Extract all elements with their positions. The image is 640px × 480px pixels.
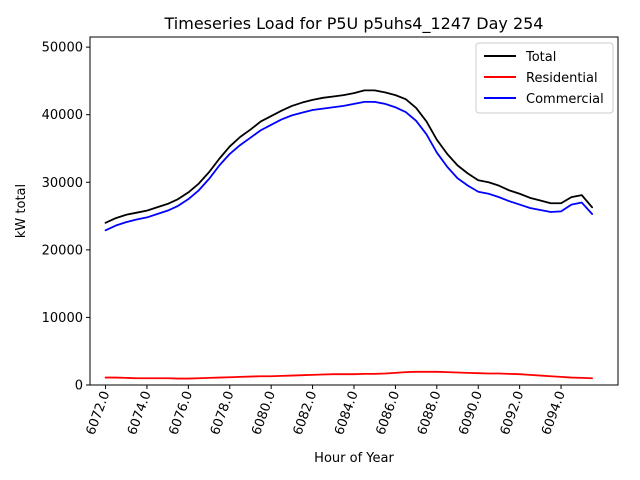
y-axis-label: kW total bbox=[14, 184, 29, 238]
legend-label-commercial: Commercial bbox=[526, 92, 604, 107]
legend-label-total: Total bbox=[525, 50, 556, 65]
x-axis-label: Hour of Year bbox=[314, 451, 394, 466]
series-line-residential bbox=[104, 370, 594, 380]
y-axis-ticks: 0 10000 20000 30000 40000 50000 bbox=[42, 41, 90, 394]
y-tick-label: 50000 bbox=[42, 41, 83, 56]
series-line-total bbox=[104, 89, 594, 224]
series-line-commercial bbox=[104, 100, 594, 232]
y-tick-label: 0 bbox=[75, 379, 83, 394]
y-tick-label: 10000 bbox=[42, 311, 83, 326]
legend-box bbox=[475, 42, 614, 114]
plot-frame bbox=[89, 36, 619, 386]
y-tick-label: 30000 bbox=[42, 176, 83, 191]
y-tick-label: 20000 bbox=[42, 243, 83, 258]
series-layer bbox=[104, 89, 594, 380]
chart-title: Timeseries Load for P5U p5uhs4_1247 Day … bbox=[164, 14, 544, 34]
legend: Total Residential Commercial bbox=[475, 42, 614, 114]
legend-label-residential: Residential bbox=[526, 71, 598, 86]
y-tick-label: 40000 bbox=[42, 108, 83, 123]
